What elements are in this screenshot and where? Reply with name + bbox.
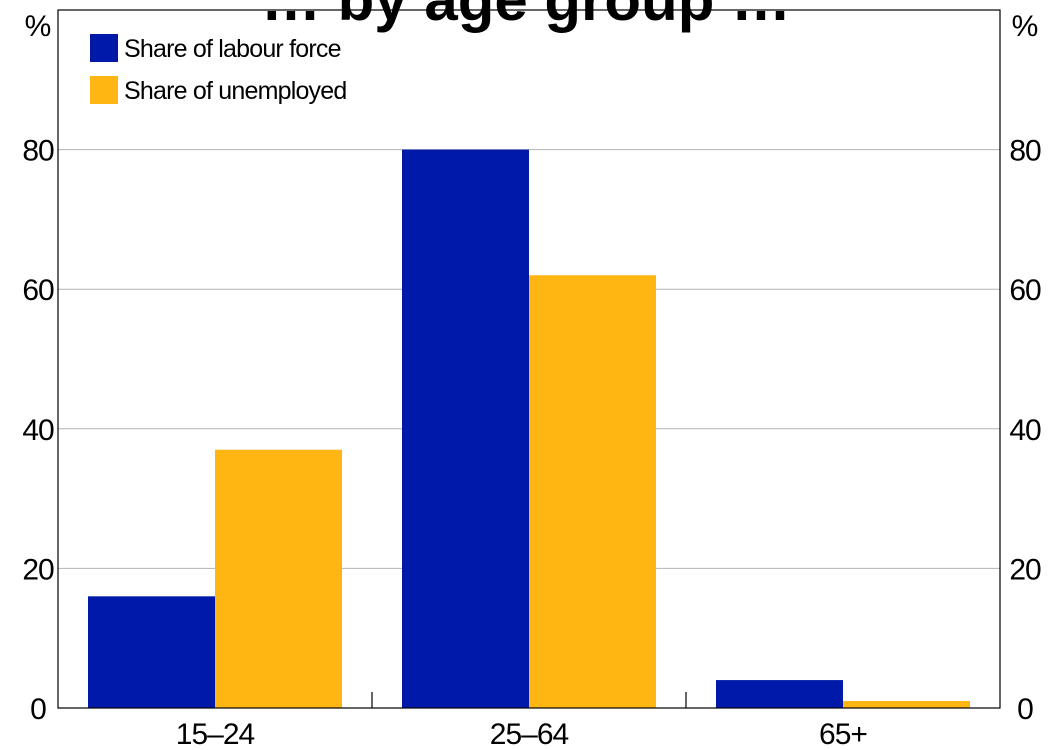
- x-tick-labels: 15–24 25–64 65+: [176, 718, 869, 750]
- plot-frame: [57, 9, 1001, 709]
- y-tick-label-right: 0: [1017, 693, 1033, 726]
- bar-labour-force-0: [88, 596, 215, 708]
- bar-labour-force-2: [716, 680, 843, 708]
- bar-unemployed-1: [529, 275, 656, 708]
- y-tick-label-left: 0: [30, 693, 46, 726]
- y-tick-label-right: 40: [1009, 414, 1041, 447]
- y-tick-label-right: 80: [1009, 135, 1041, 168]
- y-tick-labels: 0 0 20 20 40 40 60 60 80 80: [22, 135, 1042, 726]
- x-tick-marks: [371, 692, 687, 708]
- y-tick-label-right: 60: [1009, 274, 1041, 307]
- y-tick-label-left: 60: [22, 274, 54, 307]
- chart-title: … by age group …: [261, 0, 791, 33]
- y-tick-label-right: 20: [1009, 553, 1041, 586]
- legend-swatch-labour-force: [90, 34, 118, 62]
- y-tick-label-left: 80: [22, 135, 54, 168]
- y-tick-label-left: 40: [22, 414, 54, 447]
- x-tick-label: 65+: [819, 718, 867, 750]
- bars: [88, 149, 970, 709]
- y-axis-unit-right: %: [1012, 10, 1039, 43]
- bar-unemployed-0: [215, 449, 342, 708]
- legend: Share of labour force Share of unemploye…: [90, 34, 347, 105]
- bar-unemployed-2: [843, 701, 970, 708]
- y-axis-unit-left: %: [25, 10, 52, 43]
- x-tick-label: 15–24: [176, 718, 255, 750]
- bar-labour-force-1: [402, 149, 529, 709]
- legend-label-unemployed: Share of unemployed: [124, 77, 346, 105]
- y-tick-label-left: 20: [22, 553, 54, 586]
- x-tick-label: 25–64: [490, 718, 569, 750]
- legend-swatch-unemployed: [90, 76, 118, 104]
- legend-label-labour-force: Share of labour force: [124, 35, 341, 63]
